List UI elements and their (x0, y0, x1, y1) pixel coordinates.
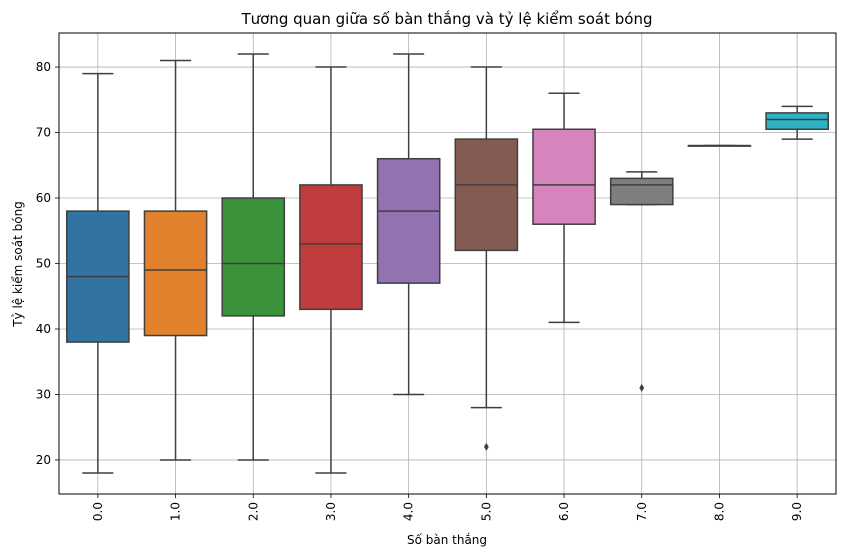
chart-title: Tương quan giữa số bàn thắng và tỷ lệ ki… (241, 10, 653, 28)
y-axis-label: Tỷ lệ kiểm soát bóng (11, 201, 25, 328)
y-tick-label: 30 (36, 387, 51, 401)
boxes (66, 53, 829, 474)
box-group (687, 144, 752, 147)
x-tick-label: 8.0 (712, 502, 726, 521)
box-group (143, 59, 208, 461)
y-tick-label: 50 (36, 257, 51, 271)
iqr-box (221, 197, 286, 317)
box-group (376, 53, 441, 396)
box-group (221, 53, 286, 461)
box-group (609, 171, 674, 392)
x-tick-label: 7.0 (635, 502, 649, 521)
iqr-box (299, 184, 363, 311)
x-tick-label: 1.0 (169, 502, 183, 521)
y-tick-label: 80 (36, 60, 51, 74)
x-axis-label: Số bàn thắng (407, 533, 487, 547)
ticks: 0.0 1.0 2.0 3.0 4.0 5.0 6.0 7.0 8.0 9.0 20 30 40 50 60… (36, 60, 804, 521)
x-tick-label: 6.0 (557, 502, 571, 521)
y-tick-label: 40 (36, 322, 51, 336)
iqr-box (532, 128, 596, 225)
x-tick-label: 0.0 (91, 502, 105, 521)
box-group (66, 72, 130, 474)
box-group (765, 105, 829, 140)
box-group (532, 92, 596, 324)
outlier-point (639, 383, 645, 392)
x-tick-label: 9.0 (790, 502, 804, 521)
x-tick-label: 3.0 (324, 502, 338, 521)
y-tick-label: 60 (36, 191, 51, 205)
y-tick-label: 20 (36, 453, 51, 467)
x-tick-label: 5.0 (479, 502, 493, 521)
iqr-box (765, 112, 829, 131)
iqr-box (143, 210, 208, 337)
outlier-point (483, 442, 489, 451)
box-group (454, 66, 519, 451)
y-tick-label: 70 (36, 126, 51, 140)
iqr-box (376, 157, 441, 284)
x-tick-label: 2.0 (246, 502, 260, 521)
box-group (299, 66, 363, 474)
iqr-box (454, 138, 519, 252)
x-tick-label: 4.0 (402, 502, 416, 521)
iqr-box (609, 177, 674, 206)
